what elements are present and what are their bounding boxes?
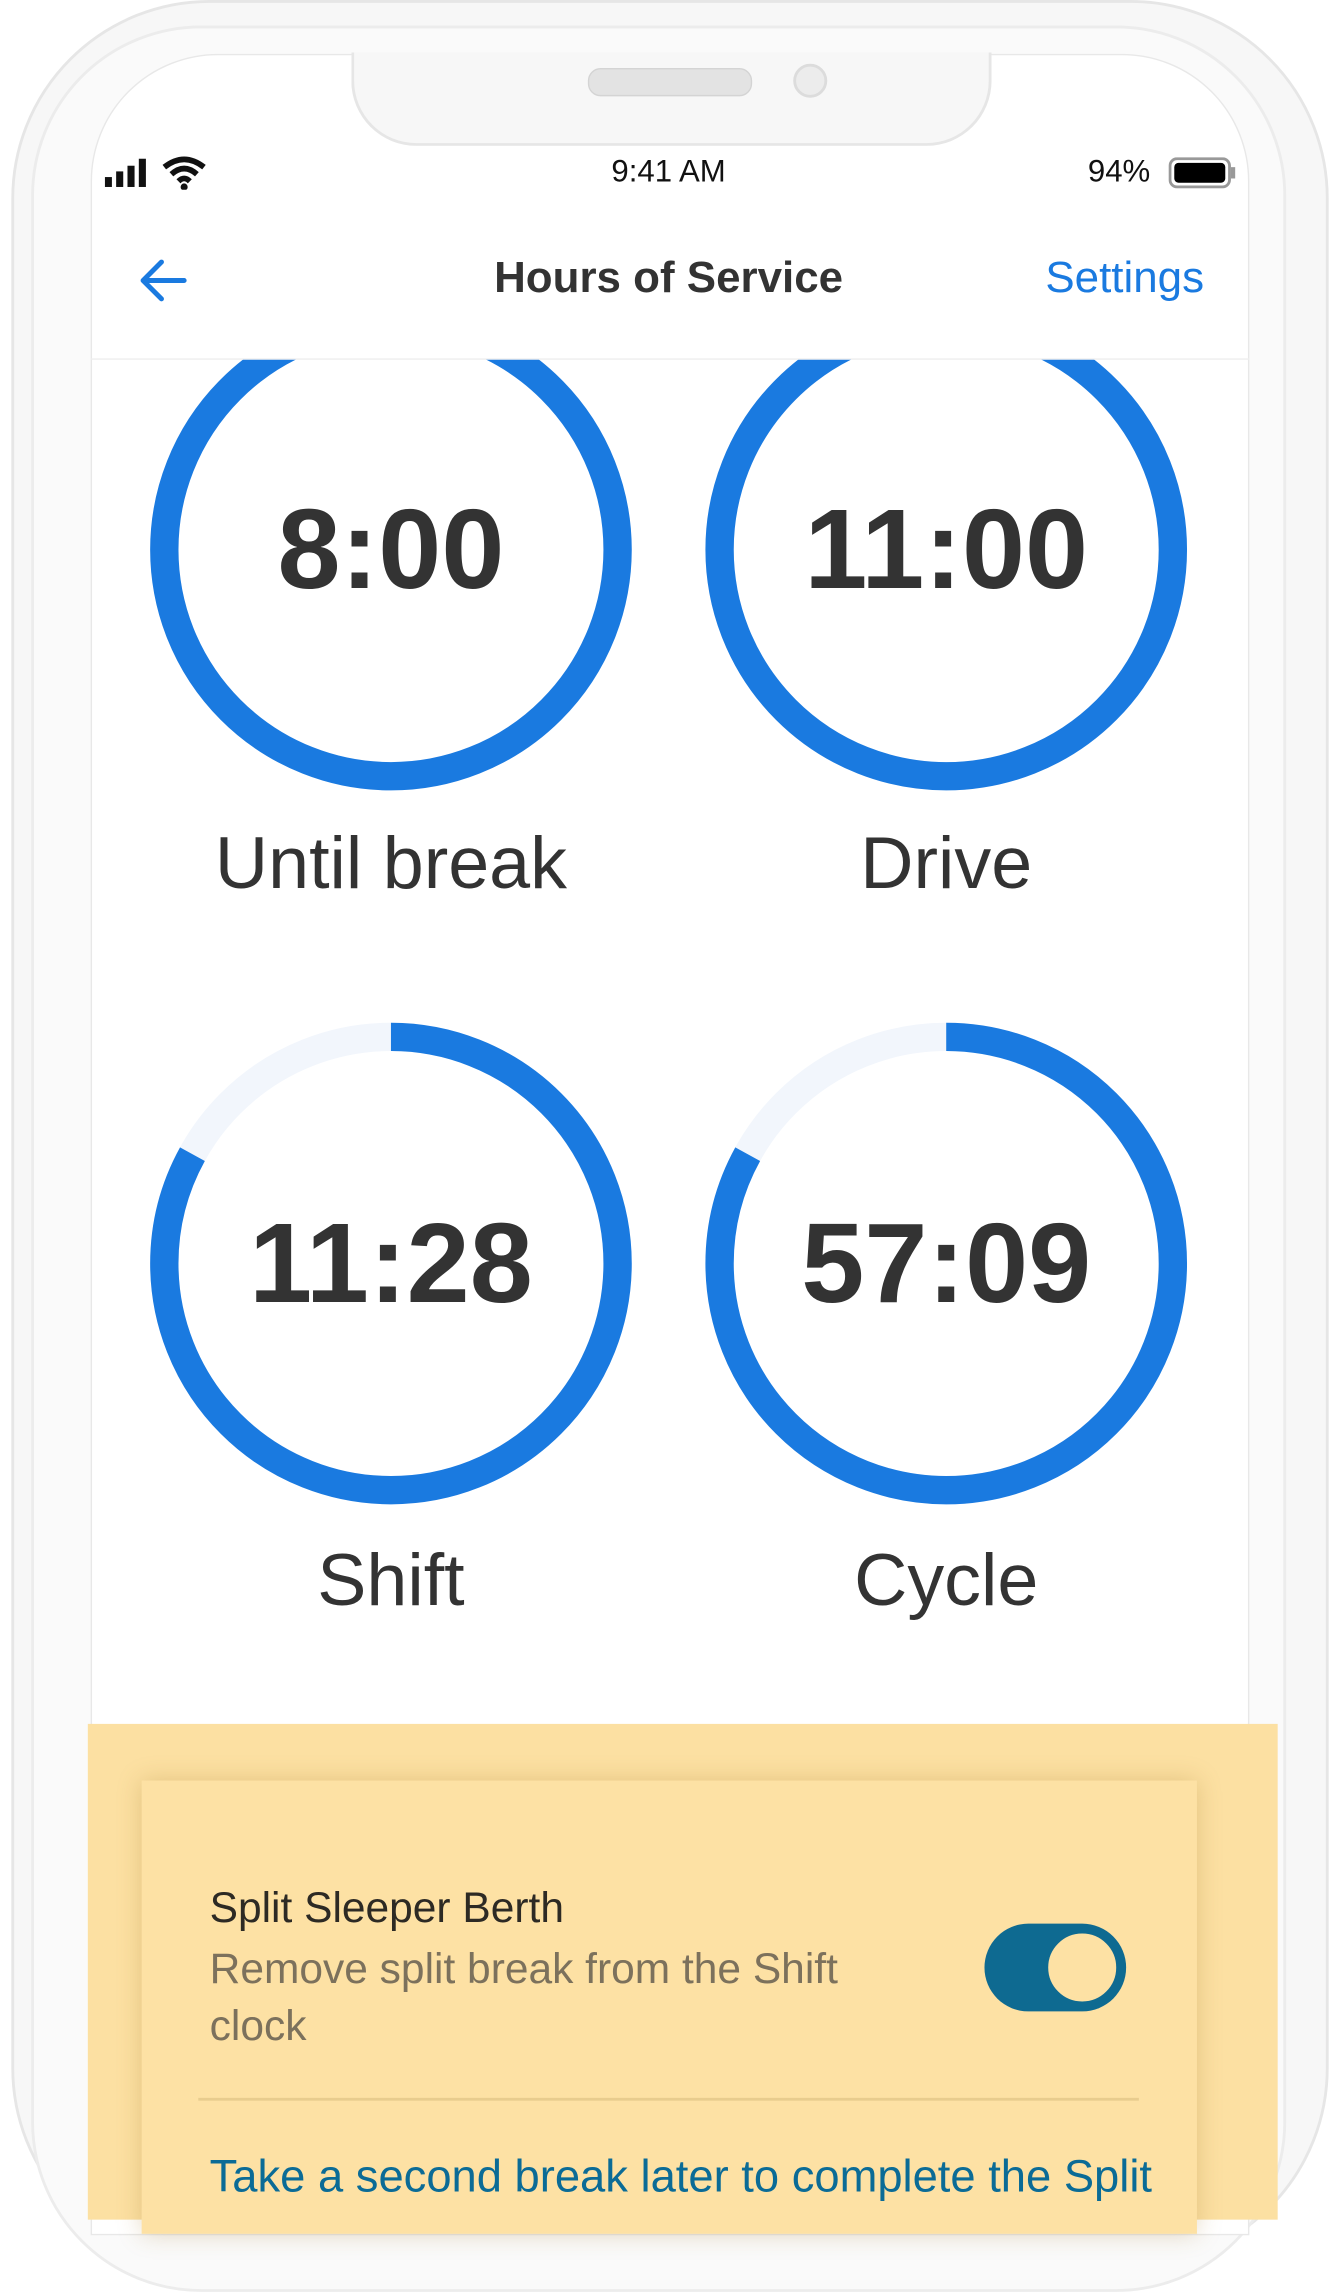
gauge-ring	[705, 1022, 1188, 1505]
camera	[793, 63, 828, 98]
gauge-ring	[150, 1022, 632, 1505]
cycle-gauge: 57:09	[691, 1009, 1201, 1519]
split-sleeper-subtitle: Remove split break from the Shift clock	[209, 1946, 838, 2050]
split-sleeper-banner: Split Sleeper Berth Remove split break f…	[87, 1723, 1278, 2234]
gauge-progress	[150, 359, 632, 791]
gauge-progress	[705, 359, 1188, 791]
gauge-value: 11:00	[804, 485, 1089, 612]
split-sleeper-title: Split Sleeper Berth	[209, 1885, 564, 1933]
status-time: 9:41 AM	[611, 152, 726, 189]
battery-icon	[1168, 157, 1236, 189]
second-break-link[interactable]: Take a second break later to complete th…	[209, 2150, 1152, 2202]
card-divider	[198, 2097, 1139, 2101]
drive-gauge: 11:00	[691, 359, 1201, 805]
page-title: Hours of Service	[494, 252, 844, 302]
header-divider	[90, 358, 1250, 360]
split-sleeper-card: Split Sleeper Berth Remove split break f…	[141, 1780, 1197, 2234]
split-sleeper-toggle[interactable]	[984, 1923, 1127, 2012]
wifi-icon	[162, 156, 206, 190]
speaker	[587, 67, 753, 97]
clocks-area: 8:00 Until break 11:00 Drive 11:28 Shift…	[91, 359, 1250, 2230]
toggle-knob	[1043, 1929, 1121, 2006]
until-break-gauge: 8:00	[136, 359, 646, 805]
battery-percent: 94%	[1087, 152, 1151, 189]
gauge-value: 11:28	[249, 1199, 533, 1326]
gauge-label: Until break	[214, 822, 567, 906]
gauge-label: Cycle	[854, 1539, 1039, 1622]
notch	[351, 52, 992, 146]
gauge-label: Shift	[317, 1539, 465, 1622]
cellular-signal-icon	[104, 158, 146, 187]
arrow-left-icon[interactable]	[136, 252, 193, 309]
gauge-ring	[150, 359, 632, 791]
gauge-value: 8:00	[277, 485, 505, 612]
gauge-ring	[705, 359, 1188, 791]
shift-gauge: 11:28	[136, 1009, 646, 1519]
settings-button[interactable]: Settings	[1045, 252, 1205, 302]
gauge-progress	[705, 1022, 1188, 1505]
gauge-label: Drive	[860, 822, 1033, 906]
gauge-value: 57:09	[801, 1199, 1092, 1326]
